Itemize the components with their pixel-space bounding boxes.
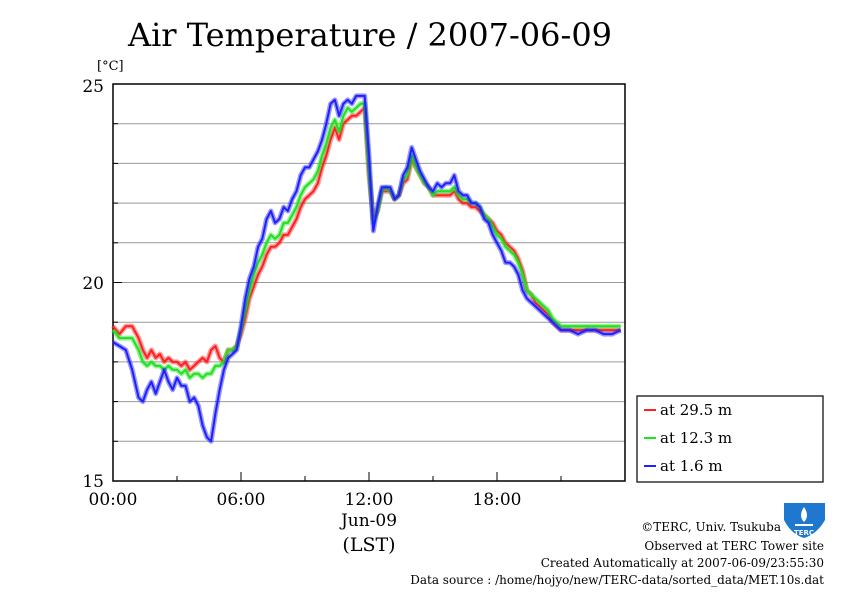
x-axis-ticks: 00:00 06:00 12:00 18:00 — [89, 490, 522, 510]
created-text: Created Automatically at 2007-06-09/23:5… — [541, 556, 824, 570]
source-text: Data source : /home/hojyo/new/TERC-data/… — [410, 573, 824, 587]
series-band-2 — [111, 93, 622, 444]
y-tick-label: 25 — [82, 77, 104, 97]
series-line-1 — [112, 102, 621, 379]
legend: at 29.5 m at 12.3 m at 1.6 m — [636, 395, 824, 483]
series-line-2 — [112, 94, 622, 443]
chart-title: Air Temperature / 2007-06-09 — [127, 16, 612, 54]
x-date-label: Jun-09 — [339, 511, 397, 531]
terc-logo: TERC — [784, 503, 825, 538]
legend-box — [636, 395, 824, 483]
plot-frame — [112, 83, 626, 482]
observed-text: Observed at TERC Tower site — [644, 539, 824, 553]
x-axis-label: (LST) — [342, 534, 395, 556]
x-tick-label: 18:00 — [473, 490, 522, 510]
legend-label-1-6m: at 1.6 m — [660, 457, 723, 475]
y-axis-unit-label: [°C] — [97, 59, 124, 74]
legend-label-12-3m: at 12.3 m — [660, 429, 732, 447]
series-line-0 — [112, 106, 621, 371]
logo-text: TERC — [794, 529, 814, 537]
y-tick-label: 20 — [82, 274, 104, 294]
x-tick-label: 00:00 — [89, 490, 138, 510]
legend-label-29-5m: at 29.5 m — [660, 401, 732, 419]
series-lines — [111, 93, 622, 444]
y-tick-label: 15 — [82, 472, 104, 492]
x-tick-label: 06:00 — [217, 490, 266, 510]
y-axis-ticks: 25 20 15 — [82, 77, 104, 492]
copyright-text: ©TERC, Univ. Tsukuba — [641, 520, 781, 534]
x-tick-label: 12:00 — [345, 490, 394, 510]
